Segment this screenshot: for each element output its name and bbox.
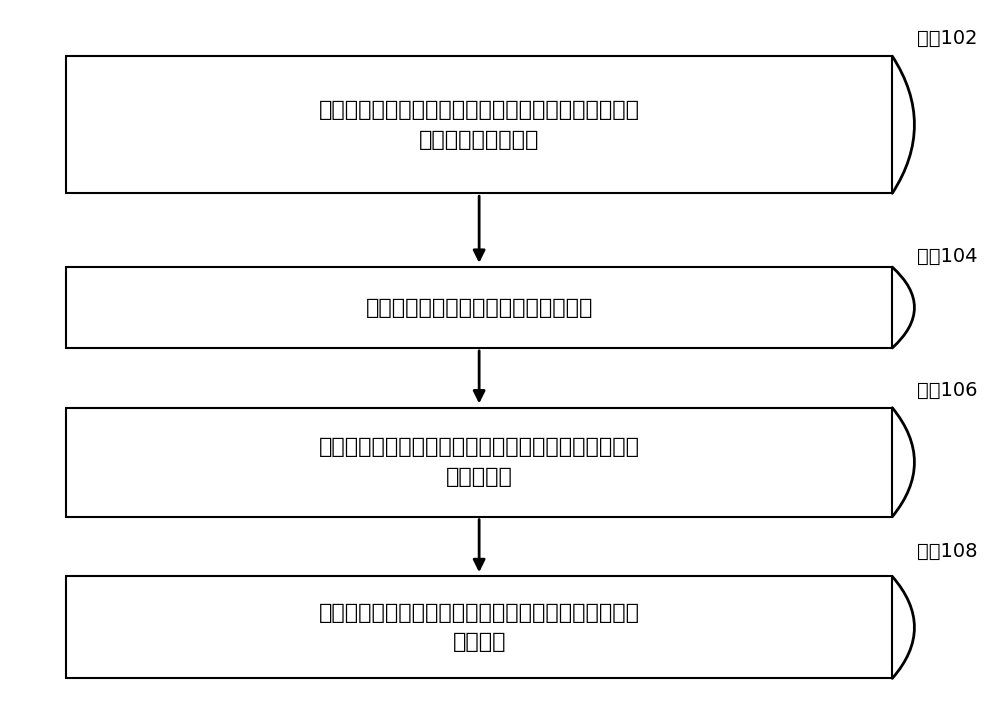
Text: 根据所述推荐权重信息对所述目标用户进行所述算力中
心的推荐: 根据所述推荐权重信息对所述目标用户进行所述算力中 心的推荐 — [319, 603, 640, 652]
Bar — [66, 267, 892, 348]
Text: 步骤106: 步骤106 — [917, 381, 977, 399]
Text: 步骤108: 步骤108 — [917, 542, 977, 561]
Text: 根据所述用户行为信息和所述客观标签权重信息确定推
荐权重信息: 根据所述用户行为信息和所述客观标签权重信息确定推 荐权重信息 — [319, 437, 640, 487]
Bar — [66, 408, 892, 517]
Text: 步骤104: 步骤104 — [917, 247, 977, 266]
Bar — [66, 576, 892, 678]
Bar — [66, 56, 892, 194]
Text: 步骤102: 步骤102 — [917, 29, 977, 48]
Text: 获取目标用户的用户行为信息，并根据所述用户行为信
息确定行为权重信息: 获取目标用户的用户行为信息，并根据所述用户行为信 息确定行为权重信息 — [319, 100, 640, 150]
Text: 获取所述算力中心的客观标签权重信息: 获取所述算力中心的客观标签权重信息 — [365, 298, 593, 318]
